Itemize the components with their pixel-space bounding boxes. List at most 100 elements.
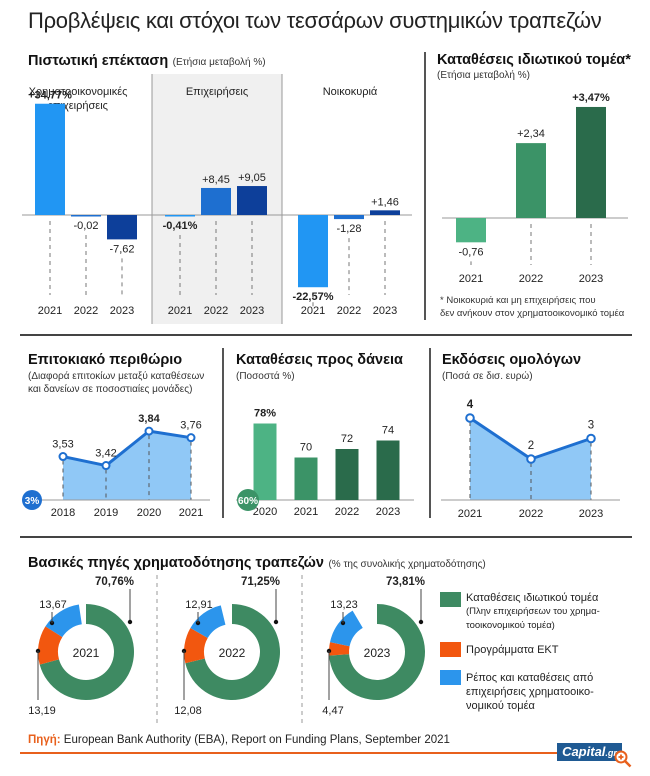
section-divider: [222, 348, 224, 518]
credit-expansion-chart: Χρηματοοικονομικές επιχειρήσεις Επιχειρή…: [22, 74, 412, 324]
legend-repos-label-1: Ρέπος και καταθέσεις από: [466, 672, 594, 684]
interest-margin-subtitle-1: (Διαφορά επιτοκίων μεταξύ καταθέσεων: [28, 371, 205, 382]
private-deposits-subtitle: (Ετήσια μεταβολή %): [437, 70, 530, 81]
donut-slice-repos: [45, 604, 82, 638]
section-separator: [20, 536, 632, 538]
value-label: -0,02: [73, 220, 98, 232]
value-label: -0,41%: [163, 220, 198, 232]
year-label: 2023: [579, 508, 603, 520]
value-label: 70: [300, 442, 312, 454]
bar-2022: [201, 187, 231, 215]
credit-expansion-title: Πιστωτική επέκταση: [28, 53, 169, 69]
year-label: 2021: [301, 305, 325, 317]
series-line: [62, 429, 192, 468]
year-label: 2022: [204, 305, 228, 317]
footer-rule: [20, 752, 560, 754]
data-point: [586, 433, 596, 444]
donut-slice-ecb: [184, 628, 208, 664]
value-label: -1,28: [336, 223, 361, 235]
year-label: 2019: [94, 507, 118, 519]
donut-slice-deposits: [185, 604, 280, 700]
source-label: Πηγή:: [28, 734, 61, 746]
bar-2021: [165, 215, 195, 217]
funding-sources-title: Βασικές πηγές χρηματοδότησης τραπεζών: [28, 555, 324, 571]
year-label: 2020: [253, 506, 277, 518]
year-label: 2023: [579, 273, 603, 285]
year-label: 2023: [373, 305, 397, 317]
bar-2023: [237, 186, 267, 215]
year-label: 2021: [459, 273, 483, 285]
funding-sources-subtitle: (% της συνολικής χρηματοδότησης): [328, 559, 486, 570]
bar-2023: [576, 106, 606, 218]
legend-ecb-label: Προγράμματα ΕΚΤ: [466, 644, 559, 656]
deposits-value-label: 73,81%: [386, 576, 425, 588]
source-line: Πηγή: European Bank Authority (EBA), Rep…: [28, 734, 450, 746]
bar-2021: [298, 215, 328, 288]
private-deposits-chart: -0,76 2021 +2,34 2022 +3,47% 2023: [442, 92, 628, 285]
bar-2021: [456, 218, 486, 243]
deposits-to-loans-chart: 78% 2020 70 2021 72 2022 74 2023 60%: [236, 408, 414, 518]
legend-swatch-deposits: [440, 592, 461, 607]
deposits-to-loans-subtitle: (Ποσοστά %): [236, 371, 295, 382]
donut-slice-deposits: [39, 604, 134, 700]
year-label: 2022: [74, 305, 98, 317]
value-label: 3,53: [52, 439, 73, 451]
year-label: 2022: [337, 305, 361, 317]
year-label: 2021: [458, 508, 482, 520]
capital-gr-logo[interactable]: Capital.gr: [557, 743, 622, 761]
value-label: 3,76: [180, 420, 201, 432]
private-deposits-title: Καταθέσεις ιδιωτικού τομέα*: [437, 52, 631, 68]
value-label: +3,47%: [572, 92, 610, 104]
repos-value-label: 12,91: [185, 599, 213, 611]
legend-swatch-repos: [440, 670, 461, 685]
leader-dot: [418, 619, 424, 625]
value-label: 4: [467, 399, 474, 411]
repos-value-label: 13,23: [330, 599, 358, 611]
zoom-in-icon[interactable]: [614, 750, 632, 768]
value-label: +8,45: [202, 174, 230, 186]
section-separator: [20, 334, 632, 336]
donut-year: 2022: [219, 646, 246, 660]
value-label: -7,62: [109, 243, 134, 255]
data-point: [101, 461, 111, 471]
bar-2021: [294, 457, 318, 500]
value-label: 72: [341, 433, 353, 445]
bond-issues-subtitle: (Ποσά σε δισ. ευρώ): [442, 371, 533, 382]
value-label: 78%: [254, 408, 276, 420]
legend-deposits-label: Καταθέσεις ιδιωτικού τομέα: [466, 592, 599, 604]
interest-margin-subtitle-2: και δανείων σε ποσοστιαίες μονάδες): [28, 384, 193, 395]
interest-margin-chart: 3,53 2018 3,42 2019 3,84 2020 3,76 2021 3%: [22, 413, 210, 519]
value-label: +2,34: [517, 128, 545, 140]
year-label: 2022: [519, 508, 543, 520]
legend-repos-label-2: επιχειρήσεις χρηματοοικο-: [466, 686, 594, 698]
credit-expansion-header: Πιστωτική επέκταση (Ετήσια μεταβολή %): [28, 52, 266, 70]
group-label-households: Νοικοκυριά: [323, 86, 378, 98]
interest-margin-title: Επιτοκιακό περιθώριο: [28, 352, 183, 368]
legend-deposits: Καταθέσεις ιδιωτικού τομέα (Πλην επιχειρ…: [466, 591, 600, 633]
leader-dot: [273, 619, 279, 625]
logo-main: Capital: [562, 744, 606, 759]
year-label: 2023: [110, 305, 134, 317]
donut-year: 2023: [364, 646, 391, 660]
data-point: [465, 413, 475, 423]
data-point: [144, 426, 154, 436]
value-label: +9,05: [238, 172, 266, 184]
logo-suffix: .gr: [605, 748, 617, 758]
donut-year: 2021: [73, 646, 100, 660]
baseline-badge-label: 3%: [25, 496, 40, 507]
baseline-badge: [237, 489, 259, 511]
funding-sources-header: Βασικές πηγές χρηματοδότησης τραπεζών (%…: [28, 554, 486, 572]
deposits-value-label: 71,25%: [241, 576, 280, 588]
page-title: Προβλέψεις και στόχοι των τεσσάρων συστη…: [28, 8, 602, 33]
bar-2020: [253, 423, 277, 500]
donut-slice-deposits: [329, 604, 426, 700]
ecb-value-label: 13,19: [28, 705, 56, 717]
year-label: 2020: [137, 507, 161, 519]
year-label: 2018: [51, 507, 75, 519]
year-label: 2023: [376, 506, 400, 518]
legend-repos: Ρέπος και καταθέσεις από επιχειρήσεις χρ…: [466, 671, 594, 713]
funding-sources-donuts: 2021 70,76% 13,67 13,19 2022 71,25% 12,91 12,08…: [28, 575, 426, 723]
value-label: 3: [588, 420, 594, 432]
data-point: [58, 452, 68, 462]
year-label: 2022: [335, 506, 359, 518]
